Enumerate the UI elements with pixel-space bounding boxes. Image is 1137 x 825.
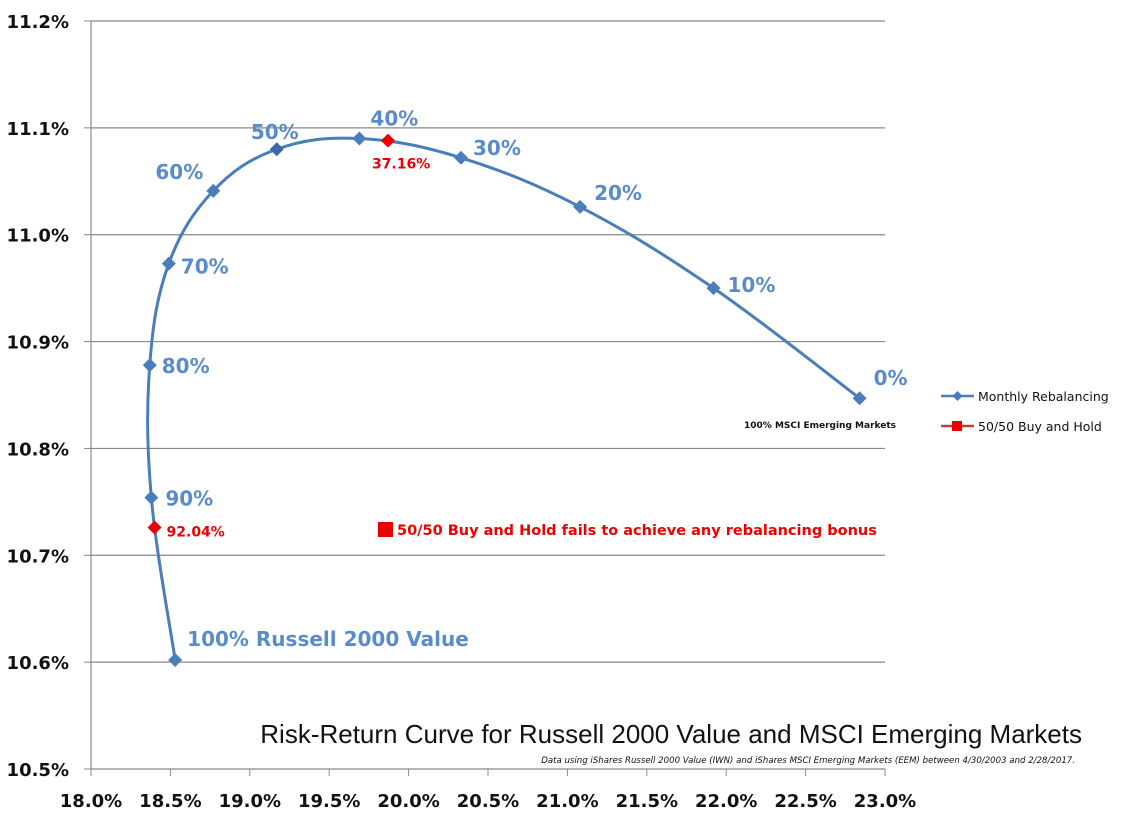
callout-text: 50/50 Buy and Hold fails to achieve any … — [397, 523, 877, 539]
y-tick-label: 11.0% — [7, 226, 69, 247]
data-label: 100% Russell 2000 Value — [187, 627, 469, 651]
gridlines — [91, 20, 885, 663]
data-point-buy-and-hold — [147, 520, 162, 535]
x-tick-label: 19.5% — [298, 791, 360, 812]
y-tick-label: 11.1% — [7, 119, 69, 140]
y-tick-label: 11.2% — [7, 12, 69, 33]
legend-label: Monthly Rebalancing — [978, 389, 1109, 404]
y-tick-label: 10.7% — [7, 546, 69, 567]
legend-square-icon — [952, 421, 962, 431]
data-label: 40% — [370, 107, 418, 131]
x-tick-label: 20.0% — [377, 791, 439, 812]
series-line-monthly-rebalancing — [146, 136, 861, 661]
x-tick-label: 21.5% — [616, 791, 678, 812]
data-point-monthly-rebalancing — [161, 256, 176, 271]
data-point-monthly-rebalancing — [206, 183, 221, 198]
y-tick-label: 10.8% — [7, 439, 69, 460]
data-point-monthly-rebalancing — [269, 142, 284, 157]
data-label: 30% — [473, 136, 521, 160]
y-axis-ticks: 10.5% 10.6% 10.7% 10.8% 10.9% 11.0% 11.1% 11.2% — [7, 12, 91, 781]
x-tick-label: 23.0% — [854, 791, 916, 812]
series-points — [142, 131, 867, 668]
endpoint-note: 100% MSCI Emerging Markets — [744, 421, 896, 431]
data-label: 20% — [594, 181, 642, 205]
y-tick-label: 10.9% — [7, 333, 69, 354]
y-tick-label: 10.6% — [7, 653, 69, 674]
data-label: 10% — [727, 273, 775, 297]
callout-square-icon — [378, 522, 393, 537]
point-labels: 100% Russell 2000 Value 90% 80% 70% 60% 50% 40… — [155, 107, 907, 651]
data-point-monthly-rebalancing — [168, 653, 183, 668]
data-label: 70% — [181, 255, 229, 279]
chart-subtitle: Data using iShares Russell 2000 Value (I… — [541, 756, 1075, 766]
data-point-monthly-rebalancing — [352, 131, 367, 146]
data-label-red: 92.04% — [167, 525, 225, 541]
data-label: 80% — [162, 354, 210, 378]
data-point-monthly-rebalancing — [706, 281, 721, 296]
legend-diamond-icon — [952, 391, 963, 401]
data-point-monthly-rebalancing — [852, 391, 867, 406]
data-label: 60% — [155, 160, 203, 184]
x-tick-label: 22.5% — [774, 791, 836, 812]
data-label-red: 37.16% — [372, 157, 430, 173]
legend-item-monthly-rebalancing[interactable]: Monthly Rebalancing — [941, 389, 1109, 404]
data-label: 0% — [874, 366, 908, 390]
x-tick-label: 21.0% — [536, 791, 598, 812]
data-point-monthly-rebalancing — [142, 358, 157, 373]
data-label: 50% — [251, 120, 299, 144]
axes — [90, 21, 885, 770]
data-point-monthly-rebalancing — [573, 199, 588, 214]
x-tick-label: 19.0% — [219, 791, 281, 812]
data-label: 90% — [165, 487, 213, 511]
legend: Monthly Rebalancing 50/50 Buy and Hold — [941, 389, 1109, 434]
x-tick-label: 20.5% — [457, 791, 519, 812]
chart-title: Risk-Return Curve for Russell 2000 Value… — [260, 719, 1082, 749]
x-tick-label: 18.0% — [60, 791, 122, 812]
legend-item-buy-and-hold[interactable]: 50/50 Buy and Hold — [941, 419, 1102, 434]
x-axis-ticks: 18.0% 18.5% 19.0% 19.5% 20.0% 20.5% 21.0% 21.5%… — [60, 769, 916, 812]
y-tick-label: 10.5% — [7, 760, 69, 781]
data-point-buy-and-hold — [380, 133, 395, 148]
x-tick-label: 22.0% — [695, 791, 757, 812]
data-point-monthly-rebalancing — [454, 150, 469, 165]
x-tick-label: 18.5% — [139, 791, 201, 812]
legend-label: 50/50 Buy and Hold — [978, 419, 1102, 434]
data-point-monthly-rebalancing — [144, 490, 159, 505]
